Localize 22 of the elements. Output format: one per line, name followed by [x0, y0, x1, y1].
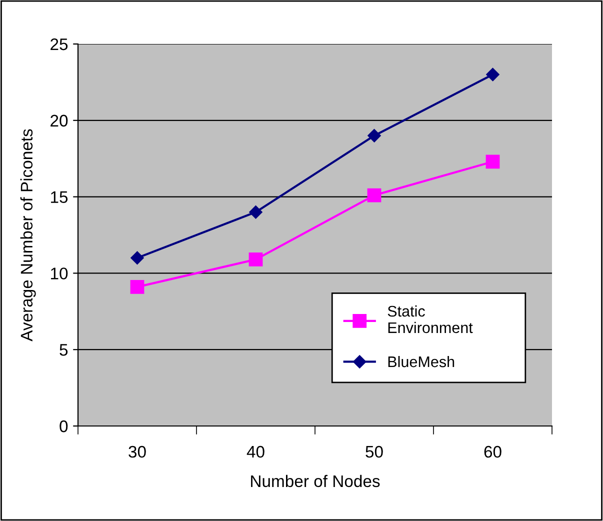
x-tick-label: 30	[128, 446, 146, 458]
y-tick-label: 15	[51, 191, 68, 204]
y-tick-label: 25	[50, 38, 68, 50]
point	[486, 68, 500, 82]
y-axis-title: Average Number of Piconets	[20, 129, 36, 342]
legend-label: BlueMesh	[388, 356, 454, 368]
point	[249, 205, 262, 219]
x-tick-label: 50	[366, 446, 383, 458]
point	[130, 251, 144, 265]
y-tick-label: 10	[51, 268, 68, 280]
point	[367, 188, 382, 202]
point	[130, 280, 144, 294]
point	[368, 129, 381, 142]
x-tick-label: 60	[484, 446, 502, 458]
y-tick-label: 20	[50, 114, 68, 127]
point	[248, 252, 263, 266]
legend-label: Static Environment	[388, 305, 473, 334]
point	[486, 154, 500, 169]
x-tick-label: 40	[246, 446, 264, 458]
x-axis-title: Number of Nodes	[251, 474, 380, 488]
y-tick-label: 5	[60, 344, 68, 356]
y-tick-label: 0	[60, 420, 68, 432]
